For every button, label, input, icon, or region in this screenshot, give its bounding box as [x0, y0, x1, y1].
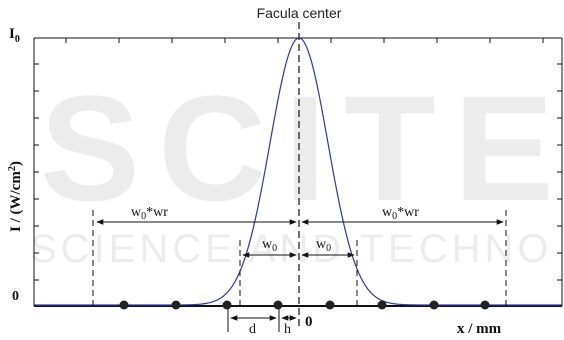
- sample-point: [119, 300, 129, 310]
- y-zero-label: 0: [12, 289, 19, 304]
- w0-left-label: w0: [262, 237, 277, 254]
- bottom-markers: [227, 306, 280, 332]
- watermark-small-text: SCIENCE AND TECHNO: [30, 227, 552, 271]
- d-label: d: [249, 322, 256, 337]
- sample-point: [222, 300, 232, 310]
- y-top-label: I0: [9, 26, 20, 45]
- watermark-big-text: SCITE: [40, 64, 564, 232]
- sample-point: [171, 300, 181, 310]
- w0wr-right-label: w0*wr: [382, 205, 419, 222]
- x-axis-title: x / mm: [457, 321, 502, 337]
- sample-point: [325, 300, 335, 310]
- sample-point: [377, 300, 387, 310]
- w0wr-left-label: w0*wr: [131, 205, 168, 222]
- h-label: h: [284, 322, 291, 337]
- sample-point: [480, 300, 490, 310]
- left-axis-ticks: [34, 63, 39, 281]
- watermark: SCITE SCIENCE AND TECHNO: [30, 64, 564, 271]
- sample-points: [119, 300, 490, 310]
- x-zero-label: 0: [305, 314, 313, 330]
- dimension-arrows: [96, 219, 504, 321]
- sample-point: [273, 300, 283, 310]
- dashed-markers: [92, 210, 507, 306]
- w0-right-label: w0: [316, 237, 331, 254]
- facula-center-label: Facula center: [257, 5, 342, 21]
- y-axis-title: I / (W/cm2): [7, 161, 24, 232]
- right-axis-ticks: [557, 63, 562, 281]
- top-axis-ticks: [65, 38, 544, 43]
- sample-point: [429, 300, 439, 310]
